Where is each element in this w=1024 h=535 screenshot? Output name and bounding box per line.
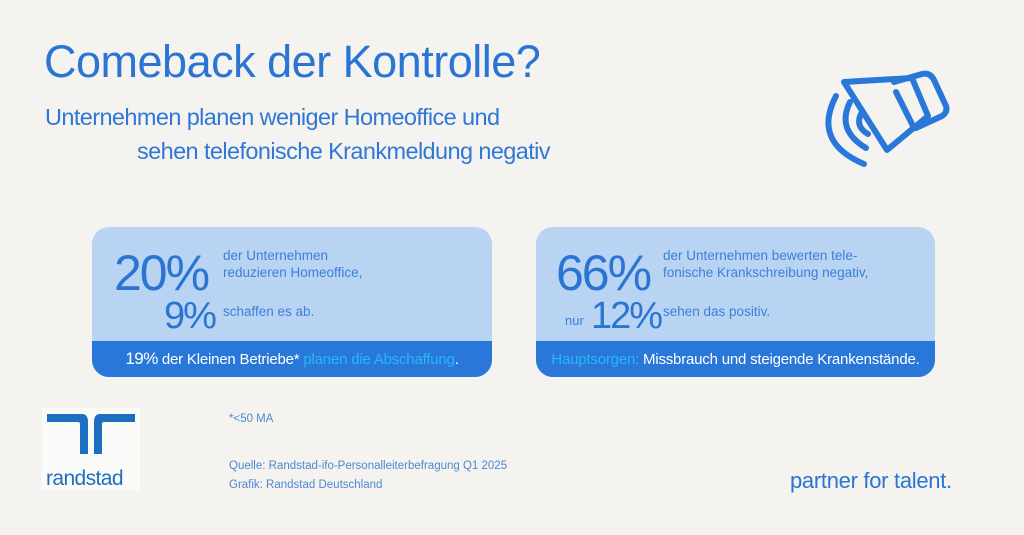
band-suffix: . (454, 350, 459, 368)
stat-text-line1: der Unternehmen (223, 248, 329, 263)
stat-prefix-nur: nur (565, 313, 584, 328)
card-band-small-businesses: 19% der Kleinen Betriebe* planen die Abs… (92, 341, 492, 377)
megaphone-icon (825, 70, 950, 167)
stat-text-line2: reduzieren Homeoffice, (223, 265, 363, 280)
subtitle-line-1: Unternehmen planen weniger Homeoffice un… (45, 104, 500, 130)
band-text: Missbrauch und steigende Krankenstände. (643, 350, 920, 368)
stat-text-abolish: schaffen es ab. (223, 304, 315, 319)
credit-text: Grafik: Randstad Deutschland (229, 479, 383, 491)
stat-card-homeoffice: 20% der Unternehmen reduzieren Homeoffic… (92, 227, 492, 377)
stat-value-sick-note-positive: 12% (591, 295, 663, 337)
stat-value-homeoffice-reduce: 20% (114, 245, 210, 301)
source-text: Quelle: Randstad-ifo-Personalleiterbefra… (229, 460, 508, 472)
randstad-logo-icon (42, 408, 140, 490)
band-highlight: planen die Abschaffung (303, 350, 455, 368)
stat-text-line2: fonische Krankschreibung negativ, (663, 265, 869, 280)
band-text: der Kleinen Betriebe* (161, 350, 300, 368)
card-band-main-concerns: Hauptsorgen: Missbrauch und steigende Kr… (536, 341, 935, 377)
stat-text-line1: der Unternehmen bewerten tele- (663, 248, 858, 263)
band-percentage: 19% (125, 349, 158, 368)
stat-value-homeoffice-abolish: 9% (164, 295, 217, 337)
band-highlight: Hauptsorgen: (551, 350, 640, 368)
subtitle-line-2: sehen telefonische Krankmeldung negativ (137, 138, 551, 164)
page-title: Comeback der Kontrolle? (44, 36, 541, 87)
randstad-logo-text: randstad (46, 467, 124, 490)
stat-value-sick-note-negative: 66% (556, 245, 652, 301)
tagline: partner for talent. (790, 468, 952, 493)
stat-text-positive: sehen das positiv. (663, 304, 771, 319)
footnote: *<50 MA (229, 413, 274, 425)
stat-card-sick-note: 66% der Unternehmen bewerten tele- fonis… (536, 227, 935, 377)
